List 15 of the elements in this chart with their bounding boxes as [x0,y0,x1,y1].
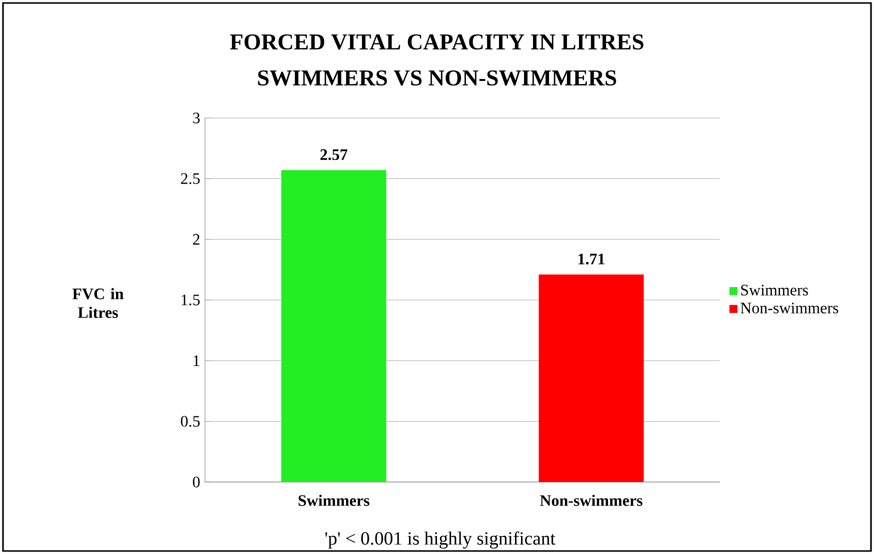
y-axis-title: FVC in Litres [72,288,124,318]
y-tick-label: 1 [194,355,200,366]
chart-title: FORCED VITAL CAPACITY IN LITRES [230,34,644,50]
y-tick-label: 1.5 [182,294,200,306]
y-tick-label: 3 [193,112,200,124]
y-tick-label: 0.5 [180,416,200,427]
legend-label: Non-swimmers [740,302,838,314]
y-tick-label: 2.5 [181,173,200,184]
data-label: 1.71 [578,254,604,264]
y-tick-label: 2 [193,234,200,245]
chart-subtitle: SWIMMERS VS NON-SWIMMERS [258,70,616,86]
y-tick-label: 0 [192,476,200,488]
legend-label: Swimmers [741,284,808,296]
text: 'p' < 0.001 is highly significant [325,531,556,549]
data-label: 2.57 [320,149,348,160]
